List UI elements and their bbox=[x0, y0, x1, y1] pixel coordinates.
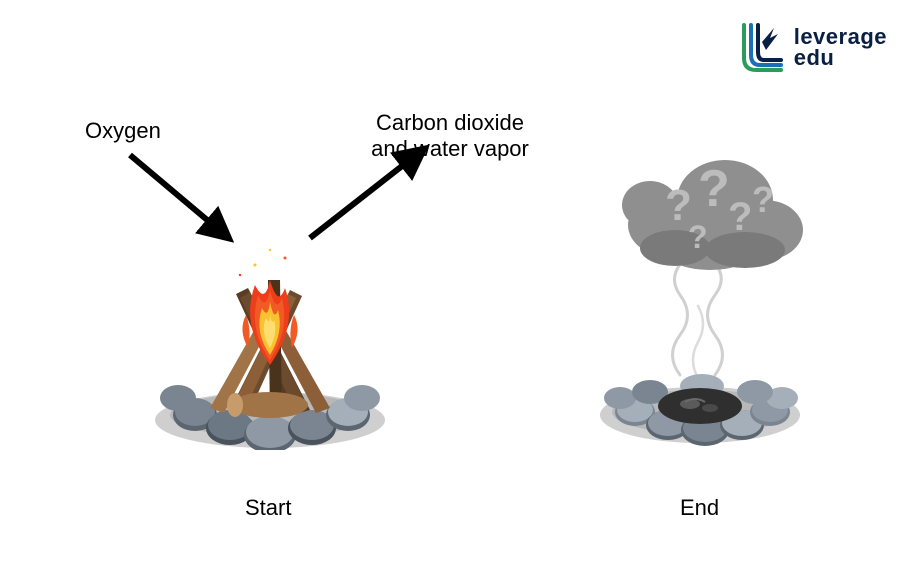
label-oxygen: Oxygen bbox=[85, 118, 161, 144]
label-output-line2: and water vapor bbox=[340, 136, 560, 162]
svg-text:?: ? bbox=[698, 160, 730, 218]
label-end: End bbox=[680, 495, 719, 521]
brand-logo: leverage edu bbox=[736, 20, 887, 75]
logo-text: leverage edu bbox=[794, 27, 887, 69]
label-output: Carbon dioxide and water vapor bbox=[340, 110, 560, 162]
svg-text:?: ? bbox=[752, 179, 774, 220]
ashpit-illustration bbox=[590, 340, 810, 450]
svg-text:?: ? bbox=[728, 195, 752, 239]
campfire-illustration bbox=[140, 230, 400, 450]
svg-text:?: ? bbox=[688, 219, 708, 255]
logo-mark-icon bbox=[736, 20, 786, 75]
label-start: Start bbox=[245, 495, 291, 521]
mystery-cloud: ? ? ? ? ? bbox=[610, 130, 810, 280]
label-output-line1: Carbon dioxide bbox=[340, 110, 560, 136]
logo-line2: edu bbox=[794, 48, 887, 69]
